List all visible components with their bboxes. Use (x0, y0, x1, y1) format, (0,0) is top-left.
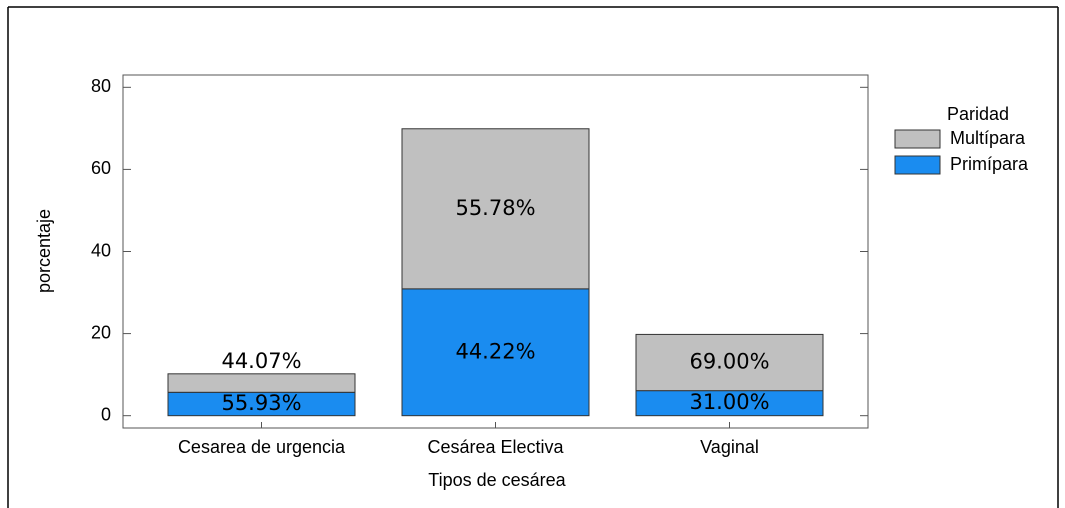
y-tick-label: 60 (91, 158, 111, 178)
y-axis-label: porcentaje (34, 209, 54, 293)
x-axis-label: Tipos de cesárea (428, 470, 566, 490)
legend-label: Primípara (950, 154, 1029, 174)
y-tick-label: 80 (91, 76, 111, 96)
x-tick-label: Vaginal (700, 437, 759, 457)
y-tick-label: 20 (91, 322, 111, 342)
legend-swatch (894, 129, 941, 149)
value-label: 55.93% (221, 391, 301, 415)
legend-label: Multípara (950, 128, 1026, 148)
value-label: 44.22% (455, 339, 535, 363)
bar-segment (401, 288, 590, 417)
bar-segment (401, 128, 590, 290)
x-tick-label: Cesarea de urgencia (178, 437, 346, 457)
x-tick-label: Cesárea Electiva (427, 437, 564, 457)
bar-segment (635, 333, 824, 392)
value-label: 31.00% (689, 390, 769, 414)
value-label: 44.07% (221, 349, 301, 373)
y-tick-label: 40 (91, 240, 111, 260)
y-tick-label: 0 (101, 404, 111, 424)
value-label: 69.00% (689, 350, 769, 374)
legend-swatch (894, 155, 941, 175)
bar-segment (635, 390, 824, 417)
bar-segment (167, 373, 356, 393)
legend-title: Paridad (947, 104, 1009, 124)
value-label: 55.78% (455, 196, 535, 220)
